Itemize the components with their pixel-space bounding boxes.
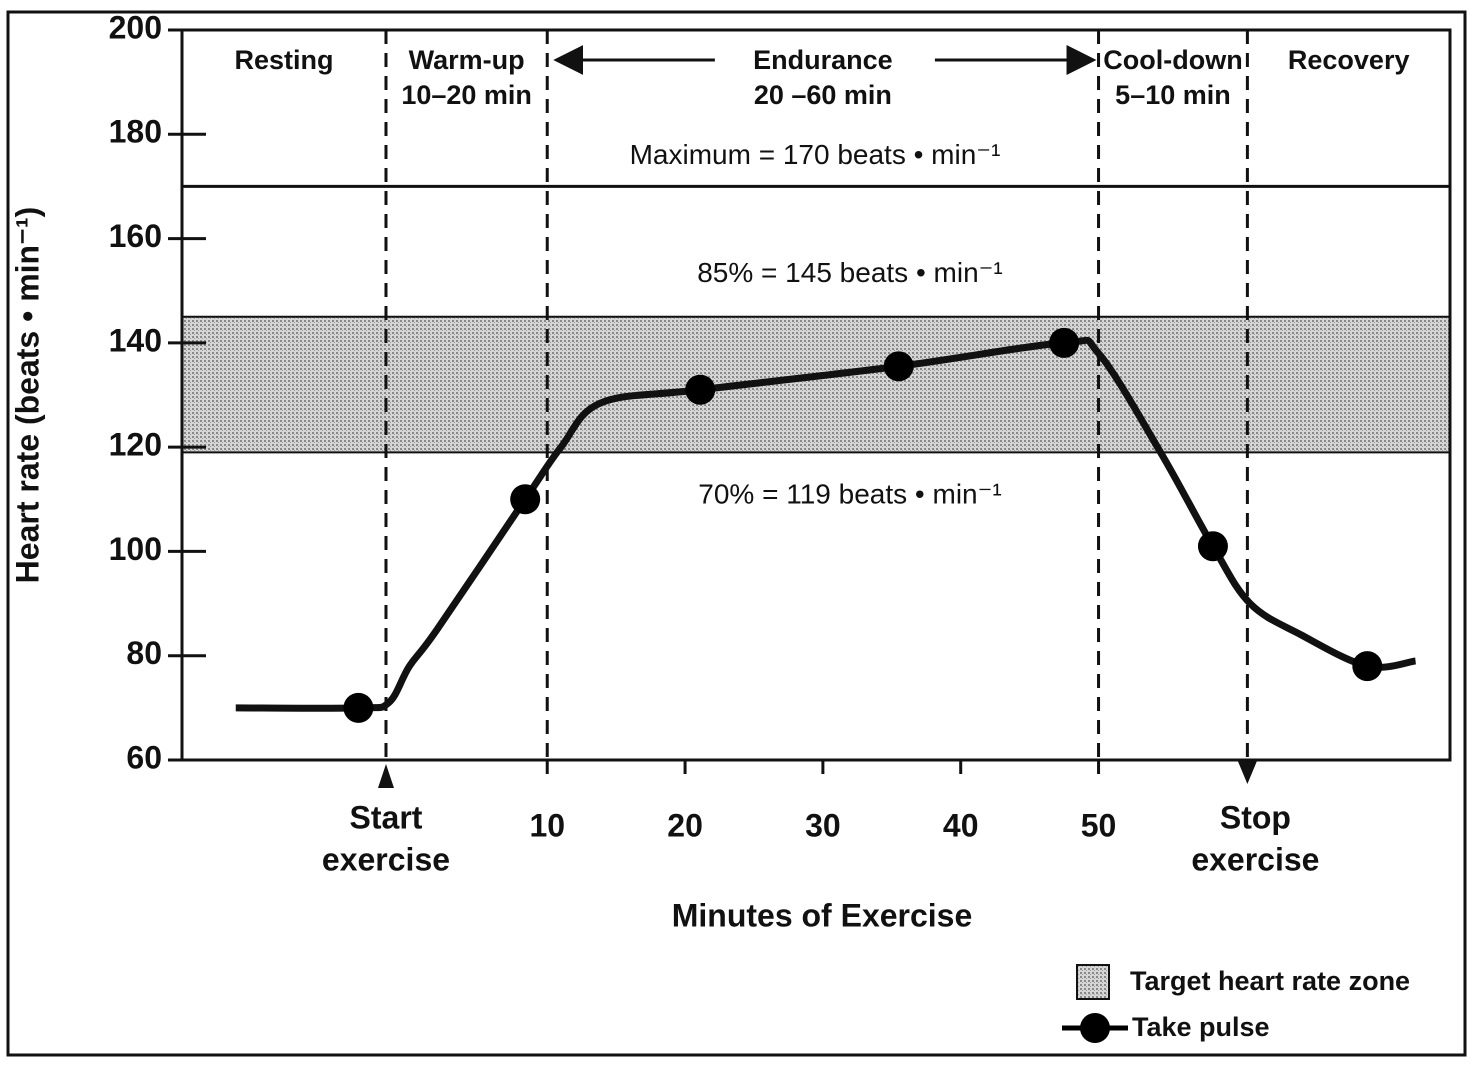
pulse-marker (685, 374, 716, 405)
y-tick-label: 140 (109, 322, 162, 358)
x-tick-label: 20 (667, 807, 703, 843)
phase-name: Recovery (1288, 45, 1410, 75)
phase-name: Warm-up (409, 45, 525, 75)
stop-arrow (1237, 760, 1258, 784)
pulse-marker (1352, 651, 1383, 682)
y-axis-label: Heart rate (beats • min⁻¹) (9, 207, 45, 584)
pulse-marker (510, 484, 541, 515)
x-tick-label: 10 (529, 807, 565, 843)
y-tick-label: 80 (126, 635, 162, 671)
y-tick-label: 120 (109, 427, 162, 463)
start-arrow (377, 764, 394, 788)
legend-label: Take pulse (1132, 1012, 1270, 1042)
phase-duration: 5–10 min (1115, 80, 1231, 110)
y-tick-label: 200 (109, 9, 162, 45)
pulse-marker (1197, 531, 1228, 562)
start-label: exercise (322, 841, 450, 877)
stop-label: Stop (1220, 799, 1291, 835)
plot-frame (180, 28, 1452, 762)
zone-lower-label: 70% = 119 beats • min⁻¹ (698, 479, 1001, 510)
x-axis-label: Minutes of Exercise (672, 897, 973, 933)
phase-name: Endurance (753, 45, 893, 75)
phase-name: Cool-down (1103, 45, 1242, 75)
phase-duration: 10–20 min (401, 80, 532, 110)
frame (6, 10, 1467, 1057)
legend-marker (1080, 1013, 1110, 1043)
heart-rate-curve (235, 336, 1417, 712)
pulse-marker (883, 351, 914, 382)
pulse-marker (343, 692, 374, 723)
phase-name: Resting (234, 45, 333, 75)
stop-label: exercise (1191, 841, 1319, 877)
max-label: Maximum = 170 beats • min⁻¹ (630, 139, 1001, 170)
x-tick-label: 50 (1081, 807, 1117, 843)
phase-duration: 20 –60 min (754, 80, 892, 110)
x-tick-label: 30 (805, 807, 841, 843)
target-zone (182, 316, 1450, 453)
y-tick-label: 160 (109, 218, 162, 254)
x-tick-label: 40 (943, 807, 979, 843)
y-tick-label: 100 (109, 531, 162, 567)
y-tick-label: 60 (126, 739, 162, 775)
zone-upper-label: 85% = 145 beats • min⁻¹ (697, 257, 1003, 288)
y-tick-label: 180 (109, 114, 162, 150)
legend-zone-swatch (1076, 964, 1110, 1000)
legend-zone-label: Target heart rate zone (1130, 966, 1410, 996)
pulse-marker (1049, 327, 1080, 358)
start-label: Start (350, 799, 423, 835)
